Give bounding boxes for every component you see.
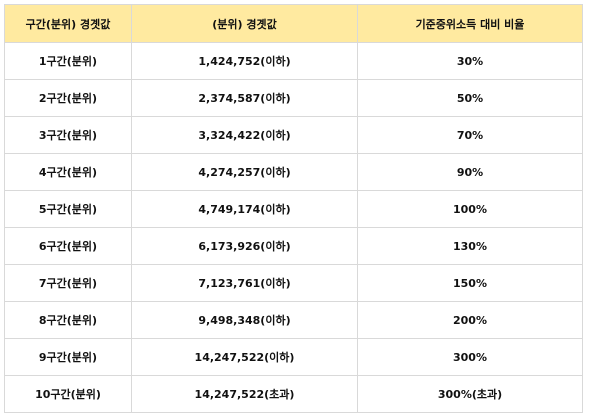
table-row: 1구간(분위) 1,424,752(이하) 30%	[4, 42, 583, 80]
cell-bracket: 2구간(분위)	[4, 79, 132, 117]
header-bracket: 구간(분위) 경곗값	[4, 4, 132, 43]
table-row: 3구간(분위) 3,324,422(이하) 70%	[4, 116, 583, 154]
table-row: 9구간(분위) 14,247,522(이하) 300%	[4, 338, 583, 376]
cell-ratio: 100%	[357, 190, 583, 228]
cell-bracket: 7구간(분위)	[4, 264, 132, 302]
cell-ratio: 300%	[357, 338, 583, 376]
cell-ratio: 150%	[357, 264, 583, 302]
header-threshold: (분위) 경곗값	[131, 4, 358, 43]
income-bracket-table: 구간(분위) 경곗값 (분위) 경곗값 기준중위소득 대비 비율 1구간(분위)…	[4, 4, 583, 413]
cell-threshold: 4,274,257(이하)	[131, 153, 358, 191]
cell-bracket: 1구간(분위)	[4, 42, 132, 80]
cell-threshold: 7,123,761(이하)	[131, 264, 358, 302]
cell-bracket: 3구간(분위)	[4, 116, 132, 154]
header-ratio: 기준중위소득 대비 비율	[357, 4, 583, 43]
cell-bracket: 9구간(분위)	[4, 338, 132, 376]
cell-threshold: 6,173,926(이하)	[131, 227, 358, 265]
table-row: 4구간(분위) 4,274,257(이하) 90%	[4, 153, 583, 191]
cell-bracket: 8구간(분위)	[4, 301, 132, 339]
cell-threshold: 9,498,348(이하)	[131, 301, 358, 339]
cell-ratio: 50%	[357, 79, 583, 117]
table-header-row: 구간(분위) 경곗값 (분위) 경곗값 기준중위소득 대비 비율	[4, 4, 583, 43]
cell-ratio: 70%	[357, 116, 583, 154]
cell-bracket: 4구간(분위)	[4, 153, 132, 191]
table-row: 2구간(분위) 2,374,587(이하) 50%	[4, 79, 583, 117]
cell-ratio: 130%	[357, 227, 583, 265]
cell-ratio: 90%	[357, 153, 583, 191]
cell-ratio: 200%	[357, 301, 583, 339]
income-bracket-table-container: 구간(분위) 경곗값 (분위) 경곗값 기준중위소득 대비 비율 1구간(분위)…	[4, 4, 583, 413]
cell-threshold: 2,374,587(이하)	[131, 79, 358, 117]
cell-threshold: 14,247,522(이하)	[131, 338, 358, 376]
table-row: 6구간(분위) 6,173,926(이하) 130%	[4, 227, 583, 265]
cell-ratio: 30%	[357, 42, 583, 80]
cell-threshold: 4,749,174(이하)	[131, 190, 358, 228]
cell-threshold: 1,424,752(이하)	[131, 42, 358, 80]
cell-bracket: 6구간(분위)	[4, 227, 132, 265]
table-row: 8구간(분위) 9,498,348(이하) 200%	[4, 301, 583, 339]
cell-bracket: 5구간(분위)	[4, 190, 132, 228]
cell-threshold: 3,324,422(이하)	[131, 116, 358, 154]
table-row: 7구간(분위) 7,123,761(이하) 150%	[4, 264, 583, 302]
table-row: 5구간(분위) 4,749,174(이하) 100%	[4, 190, 583, 228]
